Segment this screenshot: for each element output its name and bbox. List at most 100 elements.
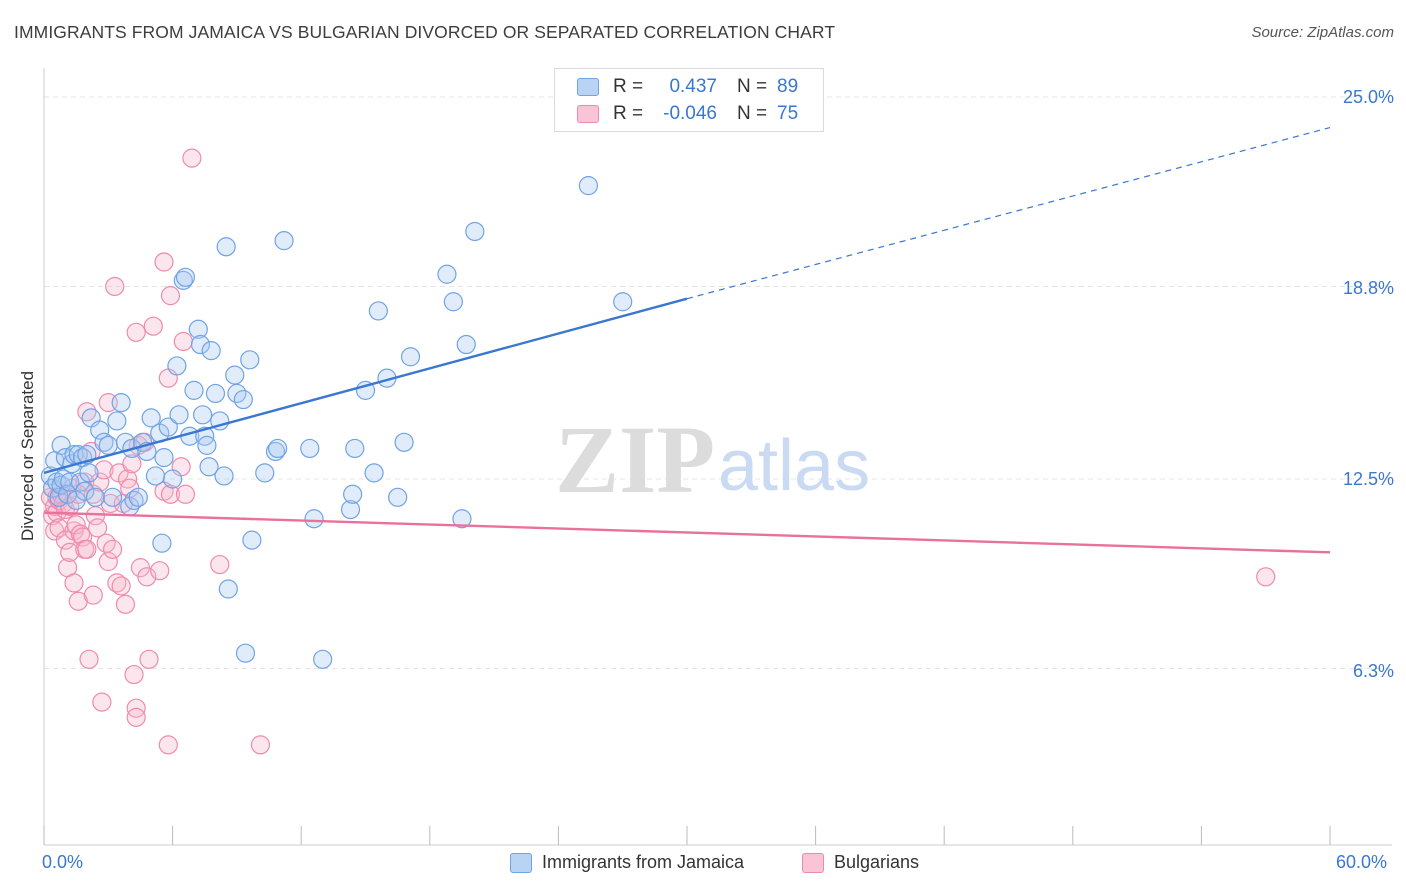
x-axis-max-label: 60.0% — [1336, 852, 1388, 872]
watermark-atlas: atlas — [718, 426, 870, 506]
point-bulgarians — [92, 692, 112, 712]
point-jamaica — [175, 267, 196, 287]
point-jamaica — [400, 347, 421, 367]
point-bulgarians — [64, 573, 84, 593]
point-jamaica — [443, 292, 463, 312]
legend-series-name: Immigrants from Jamaica — [542, 852, 745, 872]
point-bulgarians — [122, 454, 142, 474]
point-jamaica — [300, 438, 320, 459]
point-jamaica — [394, 432, 414, 452]
y-tick-label: 12.5% — [1342, 469, 1394, 489]
point-jamaica — [345, 438, 365, 459]
legend-item-jamaica: Immigrants from Jamaica — [510, 852, 744, 873]
point-bulgarians — [105, 276, 125, 297]
point-jamaica — [465, 221, 485, 242]
point-jamaica — [107, 411, 127, 431]
legend-r-label: R = — [613, 103, 644, 124]
point-jamaica — [265, 441, 286, 462]
legend-row-bulgarians: R = -0.046 N = 75 — [577, 102, 798, 126]
legend-r-value: -0.046 — [663, 103, 717, 124]
y-tick-label: 18.8% — [1342, 278, 1394, 298]
series-legend: Immigrants from Jamaica Bulgarians — [0, 852, 1406, 878]
point-jamaica — [613, 292, 633, 312]
point-jamaica — [197, 435, 217, 455]
point-bulgarians — [77, 539, 97, 559]
point-jamaica — [163, 469, 183, 489]
point-jamaica — [98, 435, 118, 455]
legend-swatch-bulgarians — [577, 105, 599, 123]
point-jamaica — [578, 176, 599, 196]
point-jamaica — [169, 405, 189, 425]
legend-swatch-jamaica — [577, 78, 599, 96]
point-bulgarians — [143, 316, 163, 336]
trend-line-jamaica-extension — [686, 126, 1331, 300]
point-bulgarians — [83, 585, 103, 605]
point-bulgarians — [175, 484, 196, 504]
stats-legend: R = 0.437 N = 89 R = -0.046 N = 75 — [554, 68, 824, 132]
y-tick-label: 6.3% — [1352, 661, 1394, 681]
grid-lines — [44, 96, 1392, 669]
point-bulgarians — [210, 554, 230, 575]
points-jamaica — [40, 176, 633, 669]
point-bulgarians — [1256, 567, 1276, 587]
point-jamaica — [184, 380, 204, 400]
point-bulgarians — [94, 460, 114, 480]
legend-series-name: Bulgarians — [834, 852, 920, 872]
point-jamaica — [437, 264, 457, 284]
point-bulgarians — [126, 322, 146, 342]
trend-line-bulgarians — [43, 511, 1331, 554]
point-jamaica — [268, 438, 288, 459]
point-jamaica — [154, 448, 174, 468]
point-jamaica — [242, 530, 262, 550]
legend-r-value: 0.437 — [669, 76, 717, 97]
legend-n-value: 89 — [777, 76, 799, 97]
y-tick-label: 25.0% — [1342, 87, 1394, 107]
point-jamaica — [158, 417, 178, 437]
point-jamaica — [75, 481, 95, 501]
legend-n-value: 75 — [777, 103, 799, 124]
point-bulgarians — [111, 576, 131, 596]
point-jamaica — [452, 509, 472, 529]
point-jamaica — [240, 350, 260, 370]
point-jamaica — [456, 334, 476, 355]
point-jamaica — [274, 231, 294, 251]
trend-line-jamaica — [43, 297, 688, 475]
point-bulgarians — [115, 594, 136, 614]
point-bulgarians — [124, 664, 144, 685]
point-jamaica — [152, 533, 172, 553]
legend-row-jamaica: R = 0.437 N = 89 — [577, 75, 798, 99]
point-jamaica — [364, 463, 384, 483]
point-bulgarians — [87, 518, 108, 538]
point-bulgarians — [139, 649, 159, 669]
trend-lines — [43, 126, 1331, 554]
point-bulgarians — [154, 252, 174, 272]
point-jamaica — [167, 356, 187, 376]
point-jamaica — [216, 237, 236, 257]
point-bulgarians — [72, 527, 93, 547]
point-bulgarians — [126, 707, 146, 727]
point-jamaica — [205, 383, 226, 404]
point-jamaica — [233, 389, 253, 410]
point-jamaica — [145, 466, 166, 486]
point-jamaica — [193, 405, 213, 425]
watermark-zip: ZIP — [555, 406, 715, 513]
point-jamaica — [128, 487, 148, 507]
source-label: Source: ZipAtlas.com — [1251, 24, 1394, 41]
point-bulgarians — [182, 148, 202, 168]
point-jamaica — [368, 301, 388, 321]
point-jamaica — [218, 579, 238, 599]
point-jamaica — [79, 463, 99, 483]
point-jamaica — [225, 365, 245, 385]
point-jamaica — [190, 334, 211, 355]
watermark: ZIP atlas — [555, 406, 870, 513]
point-bulgarians — [160, 286, 181, 306]
point-jamaica — [85, 487, 106, 507]
legend-n-label: N = — [737, 103, 768, 124]
axes — [43, 68, 1392, 846]
point-bulgarians — [98, 551, 118, 572]
point-bulgarians — [79, 649, 99, 669]
point-jamaica — [188, 319, 208, 339]
point-bulgarians — [250, 735, 271, 755]
point-jamaica — [255, 463, 275, 483]
